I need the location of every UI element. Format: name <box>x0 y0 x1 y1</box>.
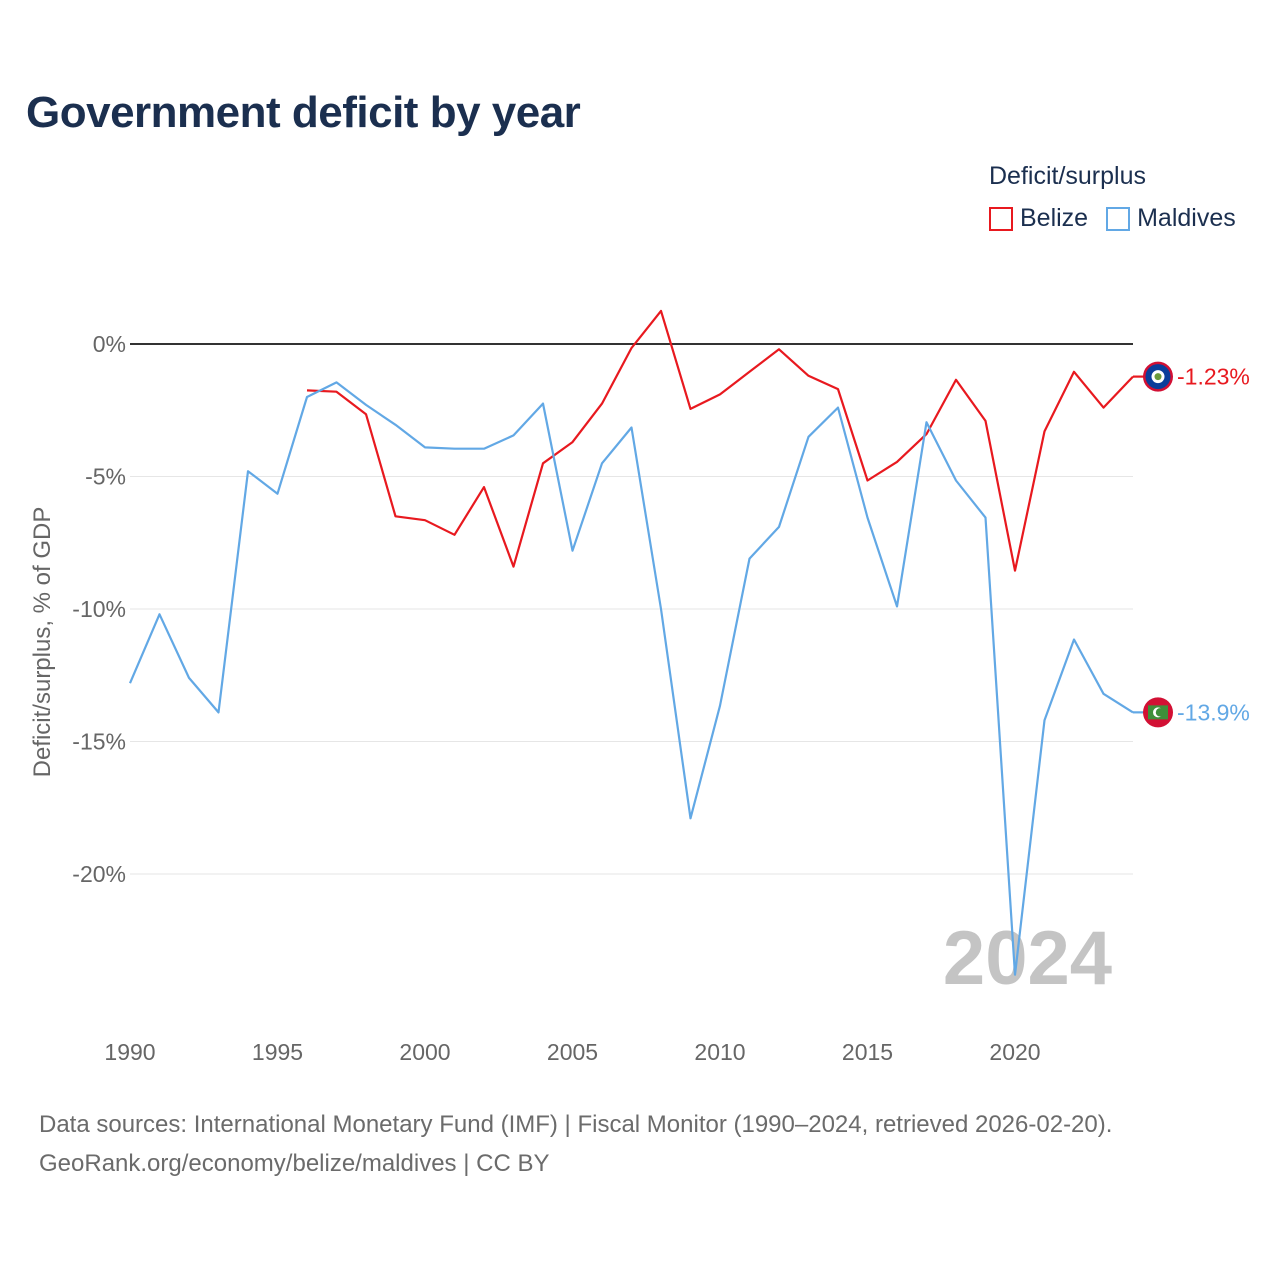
series-lines <box>128 309 1134 976</box>
legend-label-belize: Belize <box>1020 204 1089 232</box>
flag-maldives-icon <box>1143 697 1173 728</box>
footer-sources: Data sources: International Monetary Fun… <box>39 1111 1113 1138</box>
legend-swatch-belize <box>989 206 1013 231</box>
year-watermark: 2024 <box>943 916 1112 1001</box>
legend-title: Deficit/surplus <box>989 162 1146 190</box>
end-markers: -1.23% -13.9% <box>1133 361 1250 728</box>
y-tick-label: -5% <box>85 464 126 490</box>
line-chart: 0% -5% -10% -15% -20% 1990 1995 2000 2005 2010 20… <box>29 309 1250 1065</box>
y-axis-label: Deficit/surplus, % of GDP <box>29 507 56 778</box>
footer-link[interactable]: GeoRank.org/economy/belize/maldives | CC… <box>39 1150 550 1177</box>
y-tick-label: 0% <box>93 331 126 357</box>
series-line-belize[interactable] <box>306 309 1134 572</box>
x-tick-label: 2000 <box>399 1039 450 1065</box>
chart-title: Government deficit by year <box>26 88 581 137</box>
legend-item-belize[interactable]: Belize <box>989 204 1088 233</box>
x-tick-label: 2020 <box>989 1039 1040 1065</box>
flag-emblem-center <box>1154 373 1162 381</box>
x-tick-label: 2010 <box>694 1039 745 1065</box>
legend: Belize Maldives <box>989 204 1254 233</box>
y-tick-label: -20% <box>72 861 126 887</box>
end-value-label-maldives: -13.9% <box>1177 699 1250 725</box>
x-tick-labels: 1990 1995 2000 2005 2010 2015 2020 <box>104 1039 1040 1065</box>
y-tick-label: -15% <box>72 729 126 755</box>
y-tick-labels: 0% -5% -10% -15% -20% <box>72 331 126 887</box>
x-tick-label: 2015 <box>842 1039 893 1065</box>
gridlines <box>130 343 1133 875</box>
end-value-label-belize: -1.23% <box>1177 364 1250 390</box>
legend-label-maldives: Maldives <box>1137 204 1236 232</box>
x-tick-label: 1990 <box>104 1039 155 1065</box>
flag-belize-icon <box>1143 361 1173 392</box>
y-tick-label: -10% <box>72 596 126 622</box>
footer: Data sources: International Monetary Fun… <box>39 1105 1112 1183</box>
legend-swatch-maldives <box>1106 206 1131 231</box>
flag-crescent-cut <box>1155 708 1165 717</box>
x-tick-label: 1995 <box>252 1039 303 1065</box>
x-tick-label: 2005 <box>547 1039 598 1065</box>
series-line-maldives[interactable] <box>128 381 1134 976</box>
legend-item-maldives[interactable]: Maldives <box>1106 204 1236 233</box>
